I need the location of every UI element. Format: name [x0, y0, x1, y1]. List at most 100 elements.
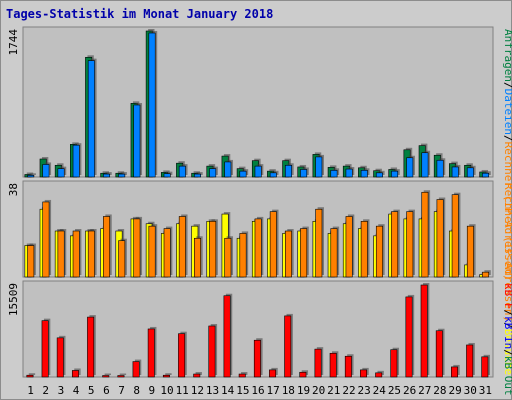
bar-requests-dateien-15: [239, 170, 247, 178]
ymax-label-requests: 1744: [7, 29, 20, 56]
bar-sites-rechner-ip-adressen--13: [209, 221, 217, 278]
x-tick-label-10: 10: [160, 384, 173, 397]
bar-requests-dateien-14: [224, 161, 232, 178]
bar-sites-rechner-ip-adressen--30: [466, 225, 474, 278]
bar-kbytes-kb-f-6-shadow: [104, 373, 111, 375]
bar-sites-rechner-ip-adressen--4: [72, 230, 80, 278]
bar-requests-dateien-7: [118, 173, 126, 178]
x-tick-label-14: 14: [221, 384, 235, 397]
bar-requests-dateien-25: [391, 170, 399, 178]
bar-kbytes-kb-f-1: [26, 374, 34, 378]
bar-requests-dateien-8: [133, 104, 141, 178]
bar-kbytes-kb-f-21: [329, 352, 337, 378]
bar-sites-rechner-ip-adressen--5: [87, 230, 95, 278]
x-tick-label-3: 3: [58, 384, 65, 397]
x-tick-label-24: 24: [373, 384, 387, 397]
bar-kbytes-kb-f-5: [87, 316, 95, 378]
bar-requests-dateien-4: [72, 144, 80, 178]
x-tick-label-16: 16: [251, 384, 264, 397]
bar-kbytes-kb-f-17: [269, 369, 277, 378]
bar-sites-rechner-ip-adressen--19: [300, 228, 308, 278]
bar-kbytes-kb-f-15-shadow: [241, 372, 248, 375]
bar-requests-dateien-29: [451, 166, 459, 178]
bar-kbytes-kb-f-4: [71, 370, 79, 378]
bar-requests-dateien-9: [148, 32, 156, 178]
bar-requests-dateien-19: [300, 169, 308, 178]
chart-title: Tages-Statistik im Monat January 2018: [6, 7, 274, 21]
x-tick-label-31: 31: [479, 384, 492, 397]
legend-item-kbytes-0: kB F: [502, 283, 512, 310]
bar-kbytes-kb-f-12-shadow: [195, 372, 202, 375]
legend-requests: Anfragen/Dateien/Rechner (IP-Adressen): [502, 29, 512, 281]
bar-sites-rechner-ip-adressen--15: [239, 233, 247, 278]
legend-item-requests-3: /: [502, 135, 512, 142]
bar-requests-dateien-20: [315, 156, 323, 178]
bar-sites-rechner-ip-adressen--6: [103, 216, 111, 278]
bar-requests-dateien-3: [57, 168, 65, 178]
bar-sites-rechner-ip-adressen--26: [406, 211, 414, 278]
bar-kbytes-kb-f-20: [314, 348, 322, 378]
x-tick-label-27: 27: [418, 384, 431, 397]
x-tick-label-20: 20: [312, 384, 325, 397]
ymax-label-kbytes: 15509: [7, 283, 20, 316]
bar-kbytes-kb-f-27: [420, 284, 428, 378]
bar-sites-rechner-ip-adressen--29: [451, 194, 459, 278]
bar-kbytes-kb-f-28: [435, 330, 443, 378]
bar-kbytes-kb-f-13: [208, 325, 216, 378]
legend-item-requests-0: Anfragen: [502, 29, 512, 82]
bar-kbytes-kb-f-10: [162, 374, 170, 378]
legend-item-requests-2: Dateien: [502, 89, 512, 135]
x-tick-label-26: 26: [403, 384, 416, 397]
bar-requests-dateien-6: [103, 173, 111, 178]
x-tick-label-18: 18: [282, 384, 295, 397]
bar-sites-rechner-ip-adressen--7: [118, 240, 126, 278]
legend-kbytes: kB F/kB In/kB Out: [502, 283, 512, 396]
bar-requests-dateien-11: [178, 165, 186, 178]
bar-kbytes-kb-f-26: [405, 296, 413, 378]
x-tick-label-19: 19: [297, 384, 310, 397]
x-tick-label-17: 17: [267, 384, 280, 397]
legend-item-kbytes-3: /: [502, 349, 512, 356]
bar-kbytes-kb-f-12: [193, 373, 201, 378]
x-tick-label-9: 9: [149, 384, 156, 397]
x-tick-label-2: 2: [42, 384, 49, 397]
bar-sites-rechner-ip-adressen--20: [315, 208, 323, 278]
bar-kbytes-kb-f-11: [178, 333, 186, 378]
bar-sites-rechner-ip-adressen--14: [224, 237, 232, 278]
bar-sites-rechner-ip-adressen--22: [345, 216, 353, 278]
legend-item-kbytes-2: kB In: [502, 316, 512, 349]
bar-requests-dateien-7-shadow: [120, 172, 127, 175]
bar-requests-dateien-23: [360, 170, 368, 178]
bar-kbytes-kb-f-9: [147, 328, 155, 378]
bar-sites-rechner-ip-adressen--1: [27, 245, 35, 278]
x-tick-label-25: 25: [388, 384, 401, 397]
bar-requests-dateien-1: [27, 175, 35, 178]
x-tick-label-23: 23: [358, 384, 371, 397]
bar-requests-dateien-5: [87, 60, 95, 178]
legend-item-requests-1: /: [502, 82, 512, 89]
x-tick-label-13: 13: [206, 384, 219, 397]
legend-item-kbytes-4: kB Out: [502, 356, 512, 396]
bar-requests-dateien-27: [421, 152, 429, 178]
bar-sites-rechner-ip-adressen--10: [163, 228, 171, 278]
bar-requests-dateien-21: [330, 170, 338, 178]
bar-sites-rechner-ip-adressen--2: [42, 201, 50, 278]
bar-kbytes-kb-f-31: [481, 356, 489, 378]
legend-sites: Rechner (IP-Adressen)/Besuche: [502, 183, 512, 375]
x-tick-label-1: 1: [27, 384, 34, 397]
bar-sites-rechner-ip-adressen--16: [254, 218, 262, 278]
bar-kbytes-kb-f-14: [223, 295, 231, 378]
bar-kbytes-kb-f-15: [238, 373, 246, 378]
bar-requests-dateien-12: [194, 173, 201, 178]
bar-kbytes-kb-f-7-shadow: [119, 373, 127, 375]
bar-kbytes-kb-f-19: [299, 371, 307, 378]
x-tick-label-28: 28: [433, 384, 446, 397]
bar-requests-dateien-17: [269, 172, 277, 178]
bar-kbytes-kb-f-18: [284, 315, 292, 378]
bar-requests-dateien-24: [375, 172, 383, 178]
bar-sites-rechner-ip-adressen--3: [57, 230, 65, 278]
bar-kbytes-kb-f-3: [56, 337, 64, 378]
bar-sites-rechner-ip-adressen--23: [360, 221, 368, 278]
bar-sites-rechner-ip-adressen--21: [330, 228, 338, 278]
bar-requests-dateien-10: [163, 173, 171, 178]
